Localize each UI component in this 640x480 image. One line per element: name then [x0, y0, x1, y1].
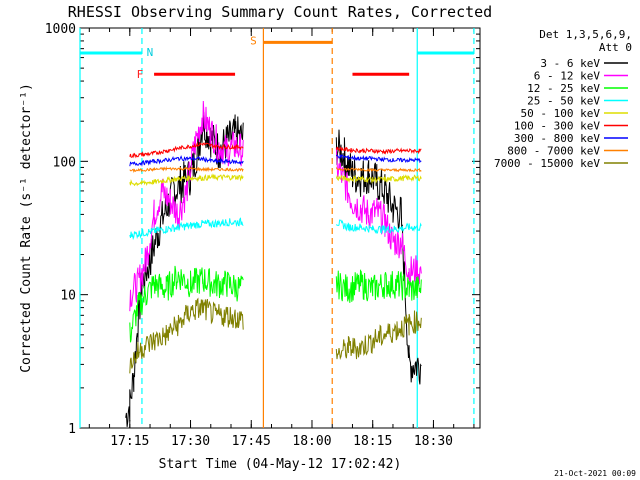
- legend-label: 300 - 800 keV: [514, 132, 600, 145]
- y-axis-label: Corrected Count Rate (s⁻¹ detector⁻¹): [19, 83, 34, 373]
- plot-layer: 1 10 100 1000 17:15 17:30 17:45 18:00 18:15 18:30…: [45, 22, 481, 449]
- series-line-6: [129, 141, 422, 159]
- series-line-8: [129, 165, 422, 174]
- chart-title: RHESSI Observing Summary Count Rates, Co…: [68, 3, 492, 21]
- legend-header-line1: Det 1,3,5,6,9,: [539, 28, 632, 41]
- series-line-2: [129, 100, 422, 312]
- x-tick-label: 18:15: [353, 434, 392, 449]
- x-axis-label: Start Time (04-May-12 17:02:42): [159, 457, 402, 472]
- x-tick-label: 18:30: [414, 434, 453, 449]
- flag-marker-f: F: [137, 68, 144, 81]
- x-tick-label: 17:45: [232, 434, 271, 449]
- y-tick-label: 100: [53, 155, 76, 170]
- x-tick-label: 18:00: [292, 434, 331, 449]
- legend-label: 7000 - 15000 keV: [494, 157, 600, 170]
- legend-label: 6 - 12 keV: [534, 70, 601, 83]
- flag-marker-n: N: [147, 46, 154, 59]
- legend-header-line2: Att 0: [599, 41, 632, 54]
- y-tick-label: 10: [60, 289, 76, 304]
- legend-label: 3 - 6 keV: [540, 57, 600, 70]
- series-line-4: [129, 217, 422, 241]
- legend-label: 800 - 7000 keV: [507, 145, 600, 158]
- series-line-5: [129, 173, 422, 187]
- y-tick-label: 1000: [45, 22, 76, 37]
- x-tick-label: 17:15: [110, 434, 149, 449]
- legend-label: 100 - 300 keV: [514, 120, 600, 133]
- x-tick-label: 17:30: [171, 434, 210, 449]
- series-line-9: [129, 297, 422, 374]
- flag-marker-s: S: [250, 34, 257, 47]
- series-line-3: [129, 265, 422, 343]
- legend-label: 12 - 25 keV: [527, 82, 600, 95]
- legend-label: 25 - 50 keV: [527, 95, 600, 108]
- y-tick-label: 1: [68, 422, 76, 437]
- legend-label: 50 - 100 keV: [521, 107, 601, 120]
- series-line-7: [129, 154, 422, 167]
- footer-date: 21-Oct-2021 00:09: [554, 469, 636, 478]
